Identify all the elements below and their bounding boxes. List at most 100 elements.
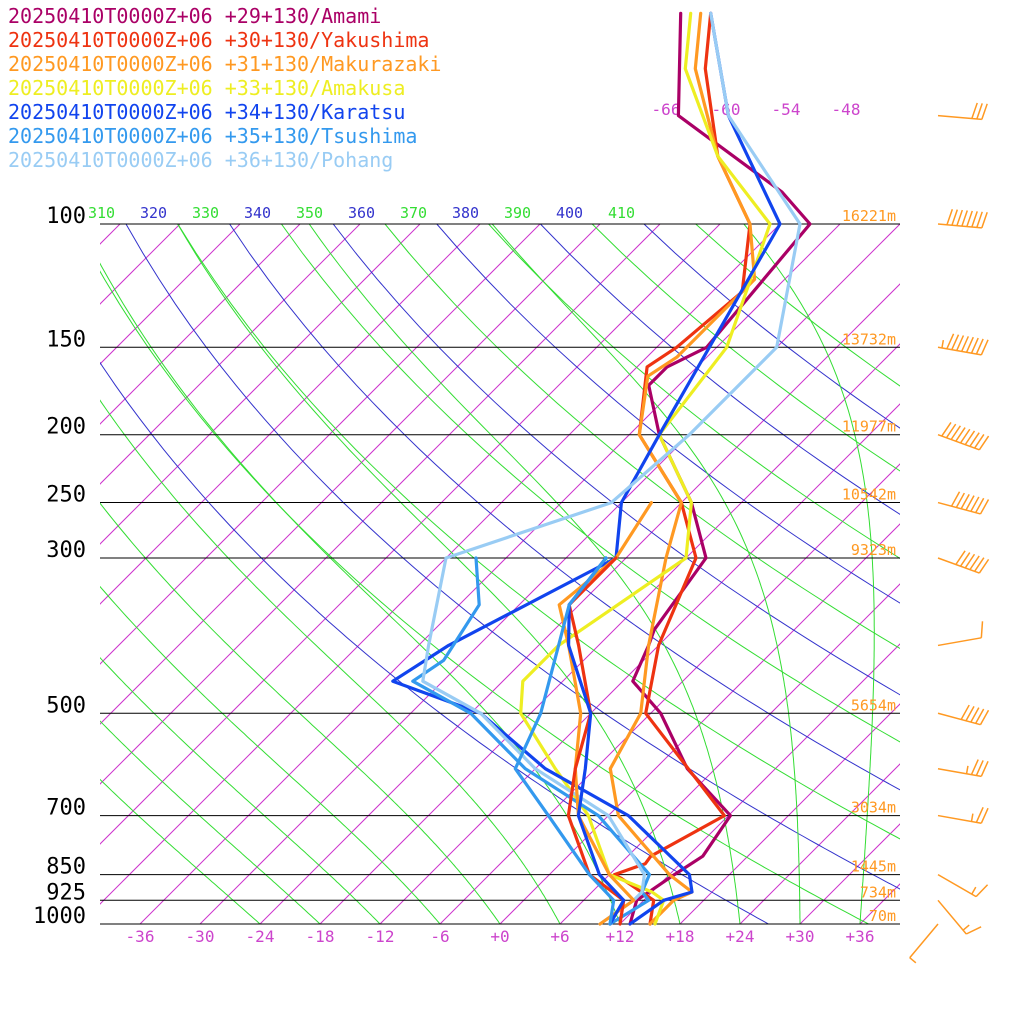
wind-barb-staff: [937, 712, 981, 726]
wind-barb-flag: [978, 558, 990, 574]
wind-barb-staff: [937, 637, 982, 647]
wind-barb-half-flag: [970, 813, 974, 822]
wind-barb-flag: [971, 102, 978, 119]
wind-barb-half-flag: [909, 957, 917, 964]
wind-barb-staff: [937, 346, 982, 356]
wind-barb-flag: [974, 433, 985, 449]
wind-barb-flag: [965, 336, 974, 353]
isotherm-line: [319, 343, 900, 924]
wind-barb-flag: [976, 211, 983, 228]
height-label: 1445m: [851, 858, 896, 876]
wind-barb-flag: [956, 209, 964, 226]
temperature-tick-label: +12: [606, 927, 635, 946]
legend-entry: 20250410T0000Z+06 +29+130/Amami: [8, 4, 381, 28]
wind-barbs: [909, 102, 990, 964]
wind-barb-staff: [937, 501, 981, 515]
isotherm-line: [199, 224, 900, 924]
theta-label: 310: [88, 204, 115, 222]
height-label: 16221m: [842, 207, 896, 225]
isotherm-line: [100, 224, 541, 665]
legend-entry: 20250410T0000Z+06 +33+130/Amakusa: [8, 76, 405, 100]
isotherm-line: [100, 224, 481, 605]
legend: 20250410T0000Z+06 +29+130/Amami20250410T…: [8, 4, 441, 172]
isotherm-line: [980, 224, 1024, 924]
wind-barb-flag: [971, 211, 978, 228]
isotherm-line: [559, 583, 900, 924]
wind-barb: [937, 422, 990, 451]
temperature-tick-label: -30: [186, 927, 215, 946]
wind-barb: [937, 208, 988, 229]
isotherm-line: [100, 224, 421, 545]
isotherm-line: [100, 224, 241, 365]
wind-barb-staff: [937, 223, 982, 229]
pressure-label: 1000: [33, 904, 86, 929]
wind-barb-flag: [950, 425, 962, 440]
wind-barb-flag: [966, 210, 973, 227]
height-label: 11977m: [842, 418, 896, 436]
temperature-tick-label: +6: [550, 927, 569, 946]
isotherm-line: [619, 643, 900, 924]
wind-barb-flag: [965, 926, 982, 935]
sounding-series-line: [608, 11, 757, 926]
temperature-tick-label: -18: [306, 927, 335, 946]
wind-barb-flag: [945, 423, 957, 439]
wind-barb-flag: [964, 553, 976, 569]
sounding-profiles: [391, 11, 812, 926]
sounding-series-line: [566, 556, 626, 926]
wind-barb: [937, 333, 989, 356]
upper-isotherm-label: -66: [652, 100, 681, 119]
height-label: 70m: [869, 907, 896, 925]
wind-barb-flag: [951, 334, 960, 351]
wind-barb-flag: [981, 211, 988, 229]
wind-barb-flag: [955, 550, 966, 565]
sounding-series-line: [411, 556, 652, 926]
pressure-label: 850: [46, 855, 86, 880]
wind-barb-flag: [980, 807, 989, 824]
temperature-tick-label: -36: [126, 927, 155, 946]
height-label: 9323m: [851, 541, 896, 559]
wind-barb-flag: [951, 209, 959, 226]
wind-barb: [909, 923, 939, 964]
isotherm-line: [100, 224, 781, 905]
sounding-series-line: [566, 556, 626, 926]
wind-barb-flag: [970, 337, 979, 354]
temperature-tick-label: +0: [490, 927, 509, 946]
wind-barb-flag: [946, 208, 954, 226]
wind-barb-flag: [980, 760, 989, 777]
wind-barb-flag: [970, 707, 980, 723]
wind-barb-half-flag: [962, 924, 970, 931]
wind-barb-staff: [937, 899, 967, 935]
height-label: 5654m: [851, 696, 896, 714]
height-label: 3034m: [851, 799, 896, 817]
legend-entry: 20250410T0000Z+06 +36+130/Pohang: [8, 148, 393, 172]
temperature-tick-label: -12: [366, 927, 395, 946]
wind-barb-flag: [981, 103, 988, 120]
theta-label: 370: [400, 204, 427, 222]
wind-barb-staff: [937, 557, 980, 574]
wind-barb-half-flag: [941, 339, 945, 349]
wind-barb-flag: [980, 621, 984, 638]
wind-barb-half-flag: [971, 886, 977, 895]
theta-label: 350: [296, 204, 323, 222]
upper-isotherm-label: -48: [832, 100, 861, 119]
isotherm-line: [739, 763, 900, 924]
legend-entry: 20250410T0000Z+06 +30+130/Yakushima: [8, 28, 429, 52]
wind-barb-flag: [978, 435, 990, 451]
wind-barb: [937, 704, 990, 726]
temperature-tick-label: +36: [846, 927, 875, 946]
isotherm-line: [139, 224, 841, 924]
wind-barb: [937, 491, 990, 515]
wind-barb-staff: [937, 114, 982, 121]
wind-barb-flag: [955, 427, 966, 442]
wind-barb-flag: [959, 552, 971, 567]
isotherm-line: [100, 224, 361, 485]
sounding-series-line: [612, 11, 752, 926]
theta-label: 400: [556, 204, 583, 222]
wind-barb-flag: [960, 336, 970, 352]
wind-barb-flag: [975, 884, 989, 898]
isobar-grid: [100, 223, 900, 925]
temperature-tick-label: +18: [666, 927, 695, 946]
theta-label: 410: [608, 204, 635, 222]
